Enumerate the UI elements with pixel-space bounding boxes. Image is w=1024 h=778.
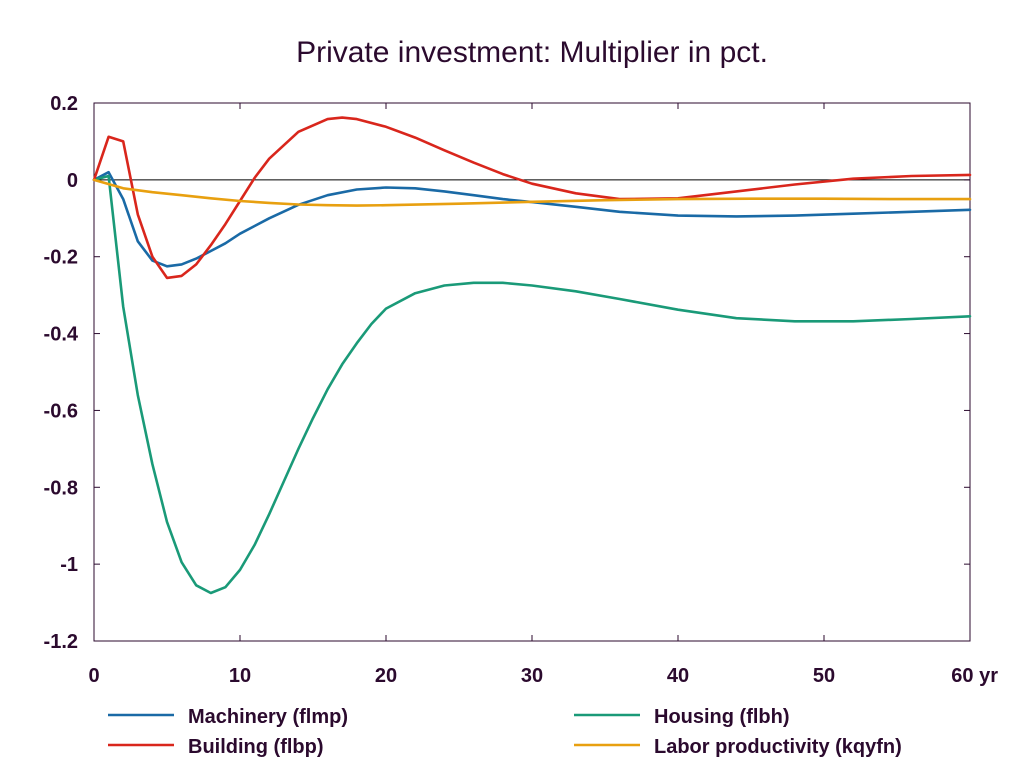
y-tick-label: -0.6 [44,400,78,422]
x-tick-label: 40 [667,665,689,687]
y-tick-label: -0.4 [44,324,79,346]
x-axis-labels: 0 10 20 30 40 50 60 yr [88,665,998,687]
legend-label-1: Housing (flbh) [654,706,790,728]
x-tick-label: 10 [229,665,251,687]
series-lines [92,116,972,595]
chart-title: Private investment: Multiplier in pct. [296,36,768,69]
x-tick-label: 50 [813,665,835,687]
series-line-0 [92,170,972,268]
legend-label-3: Labor productivity (kqyfn) [654,736,902,758]
x-tick-label: 20 [375,665,397,687]
legend-label-0: Machinery (flmp) [188,706,348,728]
x-tick-label: 30 [521,665,543,687]
legend-label-2: Building (flbp) [188,736,324,758]
y-axis-labels: 0.2 0 -0.2 -0.4 -0.6 -0.8 -1 -1.2 [44,93,79,653]
y-tick-label: -1.2 [44,631,78,653]
y-tick-label: -0.8 [44,477,78,499]
series-line-1 [92,174,972,595]
y-tick-label: -0.2 [44,247,78,269]
x-tick-label: 60 yr [951,665,998,687]
y-tick-label: 0 [67,170,78,192]
legend: Machinery (flmp) Housing (flbh) Building (… [108,706,902,758]
y-tick-label: 0.2 [50,93,78,115]
x-tick-label: 0 [88,665,99,687]
y-tick-label: -1 [60,554,78,576]
series-line-3 [92,178,972,207]
